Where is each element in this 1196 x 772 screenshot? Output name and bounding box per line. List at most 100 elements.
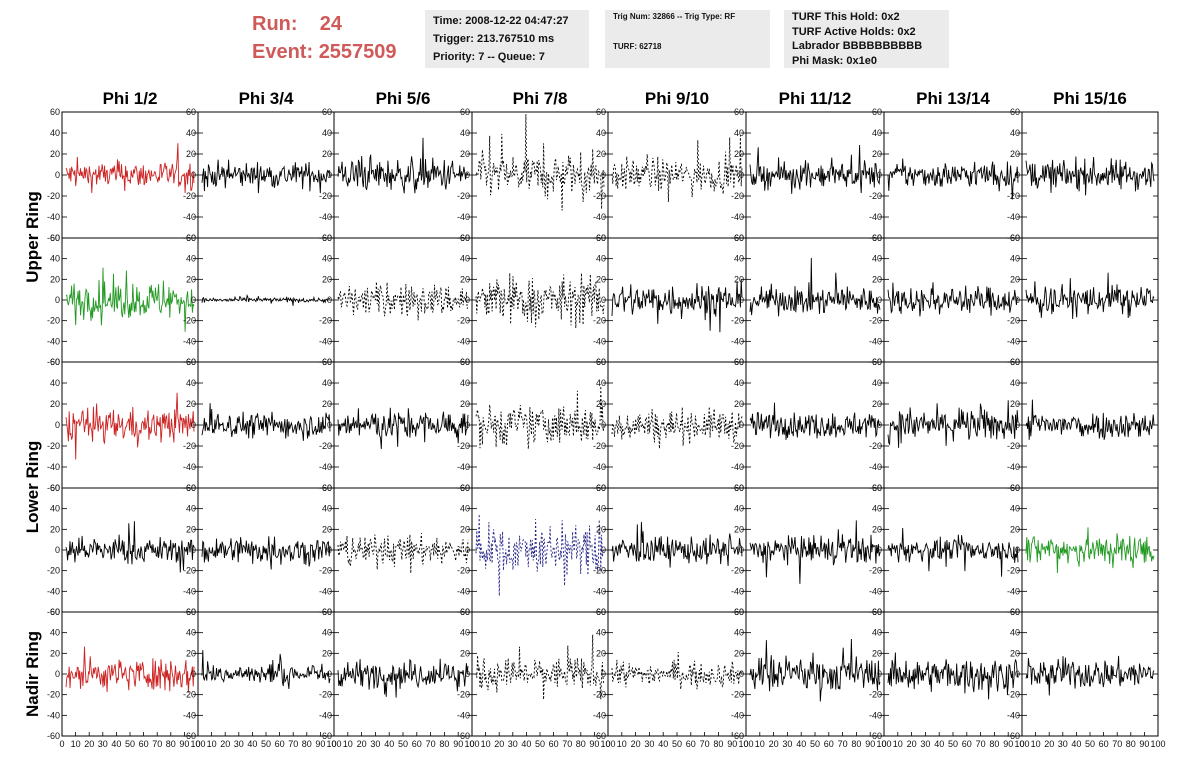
y-tick-label: -40 (1007, 710, 1020, 720)
y-tick-label: -40 (869, 586, 882, 596)
y-tick-label: 60 (50, 233, 60, 243)
x-tick-label: 50 (810, 739, 820, 749)
y-tick-label: -60 (319, 357, 332, 367)
y-tick-label: 60 (734, 233, 744, 243)
waveform-line (475, 114, 605, 211)
y-tick-label: 60 (596, 607, 606, 617)
y-tick-label: -20 (457, 191, 470, 201)
y-tick-label: 40 (734, 628, 744, 638)
y-tick-label: 60 (322, 107, 332, 117)
y-tick-label: -40 (47, 212, 60, 222)
waveform-line (1025, 272, 1155, 320)
y-tick-label: 0 (739, 420, 744, 430)
y-tick-label: -40 (593, 462, 606, 472)
waveform-line (65, 392, 195, 460)
y-tick-label: 0 (601, 170, 606, 180)
y-tick-label: -60 (183, 357, 196, 367)
y-tick-label: -40 (183, 586, 196, 596)
y-tick-label: 40 (50, 628, 60, 638)
y-tick-label: 0 (191, 669, 196, 679)
y-tick-label: -60 (731, 233, 744, 243)
y-tick-label: 0 (55, 170, 60, 180)
y-tick-label: 0 (55, 295, 60, 305)
y-tick-label: 0 (465, 295, 470, 305)
x-tick-label: 30 (920, 739, 930, 749)
column-title: Phi 13/14 (916, 89, 990, 108)
y-tick-label: -60 (457, 607, 470, 617)
x-tick-label: 40 (111, 739, 121, 749)
y-tick-label: -60 (47, 357, 60, 367)
y-tick-label: 40 (50, 504, 60, 514)
y-tick-label: 0 (191, 170, 196, 180)
y-tick-label: 40 (460, 504, 470, 514)
x-tick-label: 20 (631, 739, 641, 749)
x-tick-label: 70 (562, 739, 572, 749)
x-tick-label: 40 (384, 739, 394, 749)
y-tick-label: -40 (1007, 212, 1020, 222)
y-tick-label: 20 (460, 399, 470, 409)
x-tick-label: 10 (207, 739, 217, 749)
x-tick-label: 50 (672, 739, 682, 749)
x-tick-label: 60 (686, 739, 696, 749)
y-tick-label: -60 (869, 233, 882, 243)
y-tick-label: 0 (327, 545, 332, 555)
y-tick-label: 20 (734, 648, 744, 658)
y-tick-label: -20 (1007, 316, 1020, 326)
waveform-line (887, 652, 1019, 700)
column-title: Phi 9/10 (645, 89, 709, 108)
waveform-line (201, 536, 331, 570)
y-tick-label: -60 (1007, 607, 1020, 617)
x-tick-label: 80 (576, 739, 586, 749)
waveform-line (887, 400, 1019, 448)
y-tick-label: -40 (319, 336, 332, 346)
x-tick-label: 60 (412, 739, 422, 749)
column-title: Phi 7/8 (513, 89, 568, 108)
y-tick-label: -40 (47, 586, 60, 596)
y-tick-label: 40 (596, 628, 606, 638)
turf-active-text: TURF Active Holds: 0x2 (792, 25, 916, 38)
x-tick-label: 60 (275, 739, 285, 749)
y-tick-label: 60 (1010, 357, 1020, 367)
x-tick-label: 10 (343, 739, 353, 749)
y-tick-label: 0 (55, 420, 60, 430)
waveform-line (611, 279, 743, 333)
y-tick-label: -60 (731, 731, 744, 741)
y-tick-label: 40 (50, 378, 60, 388)
waveform-line (611, 521, 743, 568)
x-tick-label: 60 (1099, 739, 1109, 749)
y-tick-label: -60 (47, 233, 60, 243)
x-tick-label: 90 (727, 739, 737, 749)
x-tick-label: 90 (1003, 739, 1013, 749)
x-tick-label: 60 (962, 739, 972, 749)
y-tick-label: -60 (183, 607, 196, 617)
y-tick-label: 40 (872, 504, 882, 514)
waveform-line (201, 403, 331, 441)
x-tick-label: 60 (139, 739, 149, 749)
waveform-line (1025, 156, 1155, 196)
y-tick-label: 60 (872, 483, 882, 493)
y-tick-label: 20 (50, 524, 60, 534)
y-tick-label: 20 (872, 524, 882, 534)
y-tick-label: 20 (1010, 524, 1020, 534)
y-tick-label: -20 (183, 566, 196, 576)
y-tick-label: 40 (596, 128, 606, 138)
y-tick-label: 20 (50, 274, 60, 284)
y-tick-label: -20 (869, 441, 882, 451)
y-tick-label: 60 (460, 607, 470, 617)
y-tick-label: 0 (877, 170, 882, 180)
waveform-line (337, 281, 469, 321)
y-tick-label: 0 (877, 669, 882, 679)
x-tick-label: 70 (700, 739, 710, 749)
y-tick-label: 40 (1010, 504, 1020, 514)
y-tick-label: 60 (186, 607, 196, 617)
y-tick-label: -60 (183, 731, 196, 741)
y-tick-label: 60 (596, 107, 606, 117)
y-tick-label: -20 (1007, 191, 1020, 201)
run-value: 24 (319, 13, 343, 35)
y-tick-label: 0 (465, 420, 470, 430)
y-tick-label: 0 (739, 669, 744, 679)
y-tick-label: -60 (457, 483, 470, 493)
y-tick-label: 60 (872, 233, 882, 243)
time-text: Time: 2008-12-22 04:47:27 (433, 15, 569, 27)
